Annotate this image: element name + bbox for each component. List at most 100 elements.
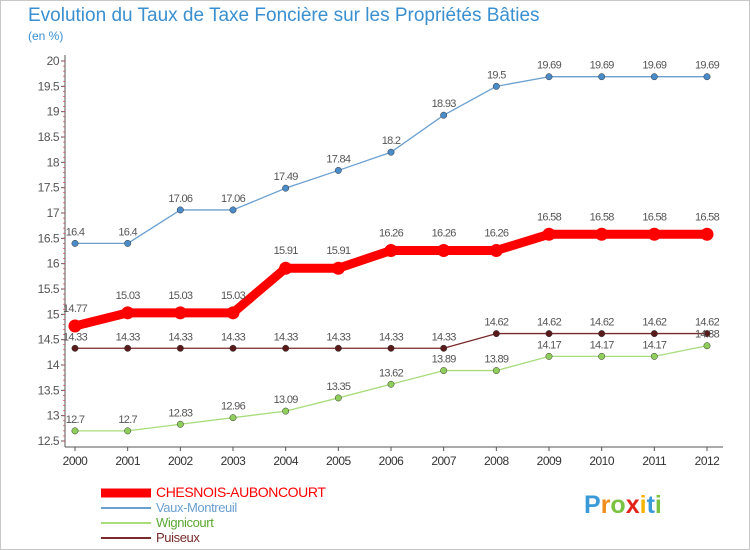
y-tick-label: 16 bbox=[47, 257, 60, 271]
data-label: 16.58 bbox=[642, 211, 667, 223]
data-label: 15.03 bbox=[116, 290, 141, 302]
legend-label-vaux-montreuil: Vaux-Montreuil bbox=[156, 500, 237, 515]
data-point bbox=[176, 420, 184, 428]
data-point bbox=[282, 407, 290, 415]
data-label: 19.69 bbox=[642, 60, 667, 72]
data-label: 19.5 bbox=[487, 69, 506, 81]
data-label: 14.62 bbox=[484, 317, 509, 329]
y-tick-label: 18.5 bbox=[38, 130, 60, 144]
data-point bbox=[650, 73, 658, 81]
data-point bbox=[124, 239, 132, 247]
data-label: 12.7 bbox=[118, 414, 137, 426]
y-tick-label: 14.5 bbox=[38, 333, 60, 347]
y-tick-label: 15 bbox=[47, 307, 60, 321]
chart-title: Evolution du Taux de Taxe Foncière sur l… bbox=[28, 5, 540, 26]
data-point bbox=[700, 227, 714, 241]
data-point bbox=[334, 166, 342, 174]
data-label: 16.58 bbox=[537, 211, 562, 223]
legend-swatch-vaux-montreuil bbox=[101, 506, 151, 509]
x-tick-label: 2009 bbox=[537, 454, 563, 468]
data-label: 17.84 bbox=[326, 153, 351, 165]
x-tick-label: 2004 bbox=[273, 454, 299, 468]
y-tick-label: 16.5 bbox=[38, 231, 60, 245]
data-point bbox=[121, 306, 135, 320]
data-point bbox=[124, 344, 132, 352]
data-point bbox=[229, 344, 237, 352]
data-label: 12.83 bbox=[168, 407, 193, 419]
data-label: 12.96 bbox=[221, 401, 246, 413]
data-label: 14.17 bbox=[537, 339, 562, 351]
data-label: 14.17 bbox=[590, 339, 615, 351]
legend-swatch-puiseux bbox=[101, 536, 151, 539]
data-point bbox=[176, 206, 184, 214]
data-point bbox=[545, 330, 553, 338]
data-label: 18.93 bbox=[432, 98, 457, 110]
data-label: 14.33 bbox=[168, 331, 193, 343]
data-label: 14.33 bbox=[326, 331, 351, 343]
data-point bbox=[387, 344, 395, 352]
data-point bbox=[492, 82, 500, 90]
data-label: 15.91 bbox=[326, 245, 351, 257]
legend-swatch-chesnois bbox=[101, 488, 151, 497]
logo-letter: t bbox=[646, 491, 655, 519]
data-label: 14.33 bbox=[116, 331, 141, 343]
data-point bbox=[545, 352, 553, 360]
data-label: 17.06 bbox=[168, 193, 193, 205]
data-point bbox=[68, 319, 82, 333]
data-label: 15.91 bbox=[274, 245, 299, 257]
data-point bbox=[387, 148, 395, 156]
data-point bbox=[226, 306, 240, 320]
y-tick-label: 13 bbox=[47, 409, 60, 423]
data-point bbox=[334, 344, 342, 352]
data-label: 16.26 bbox=[484, 227, 509, 239]
data-point bbox=[71, 427, 79, 435]
data-label: 16.58 bbox=[695, 211, 720, 223]
data-point bbox=[440, 344, 448, 352]
logo-letter: P bbox=[584, 491, 601, 519]
data-point bbox=[173, 306, 187, 320]
y-tick-label: 19 bbox=[47, 105, 60, 119]
data-point bbox=[440, 111, 448, 119]
data-point bbox=[384, 243, 398, 257]
data-label: 14.62 bbox=[537, 317, 562, 329]
data-label: 16.26 bbox=[432, 227, 457, 239]
data-point bbox=[598, 330, 606, 338]
data-point bbox=[647, 227, 661, 241]
data-label: 19.69 bbox=[590, 60, 615, 72]
logo-letter: x bbox=[625, 491, 640, 519]
data-label: 15.03 bbox=[168, 290, 193, 302]
data-label: 14.33 bbox=[63, 331, 88, 343]
data-label: 17.49 bbox=[274, 171, 299, 183]
data-point bbox=[176, 344, 184, 352]
data-point bbox=[331, 261, 345, 275]
logo-letter: i bbox=[654, 491, 662, 519]
data-label: 16.4 bbox=[66, 226, 85, 238]
x-tick-label: 2006 bbox=[379, 454, 405, 468]
data-label: 13.89 bbox=[432, 354, 457, 366]
x-tick-label: 2003 bbox=[221, 454, 247, 468]
y-tick-label: 14 bbox=[47, 358, 60, 372]
data-point bbox=[703, 330, 711, 338]
logo-letter: o bbox=[610, 491, 626, 519]
data-point bbox=[71, 344, 79, 352]
y-tick-label: 17 bbox=[47, 206, 60, 220]
x-tick-label: 2007 bbox=[431, 454, 457, 468]
data-label: 14.77 bbox=[63, 303, 88, 315]
data-label: 14.17 bbox=[642, 339, 667, 351]
data-label: 13.89 bbox=[484, 354, 509, 366]
data-point bbox=[492, 367, 500, 375]
x-tick-label: 2008 bbox=[484, 454, 510, 468]
data-label: 13.35 bbox=[326, 381, 351, 393]
data-point bbox=[703, 342, 711, 350]
x-tick-label: 2012 bbox=[695, 454, 721, 468]
data-point bbox=[542, 227, 556, 241]
data-label: 14.33 bbox=[274, 331, 299, 343]
data-point bbox=[229, 206, 237, 214]
data-label: 16.58 bbox=[590, 211, 615, 223]
x-tick-label: 2005 bbox=[326, 454, 352, 468]
data-label: 14.33 bbox=[221, 331, 246, 343]
legend-label-chesnois: CHESNOIS-AUBONCOURT bbox=[156, 484, 326, 500]
y-tick-label: 17.5 bbox=[38, 181, 60, 195]
data-label: 16.26 bbox=[379, 227, 404, 239]
